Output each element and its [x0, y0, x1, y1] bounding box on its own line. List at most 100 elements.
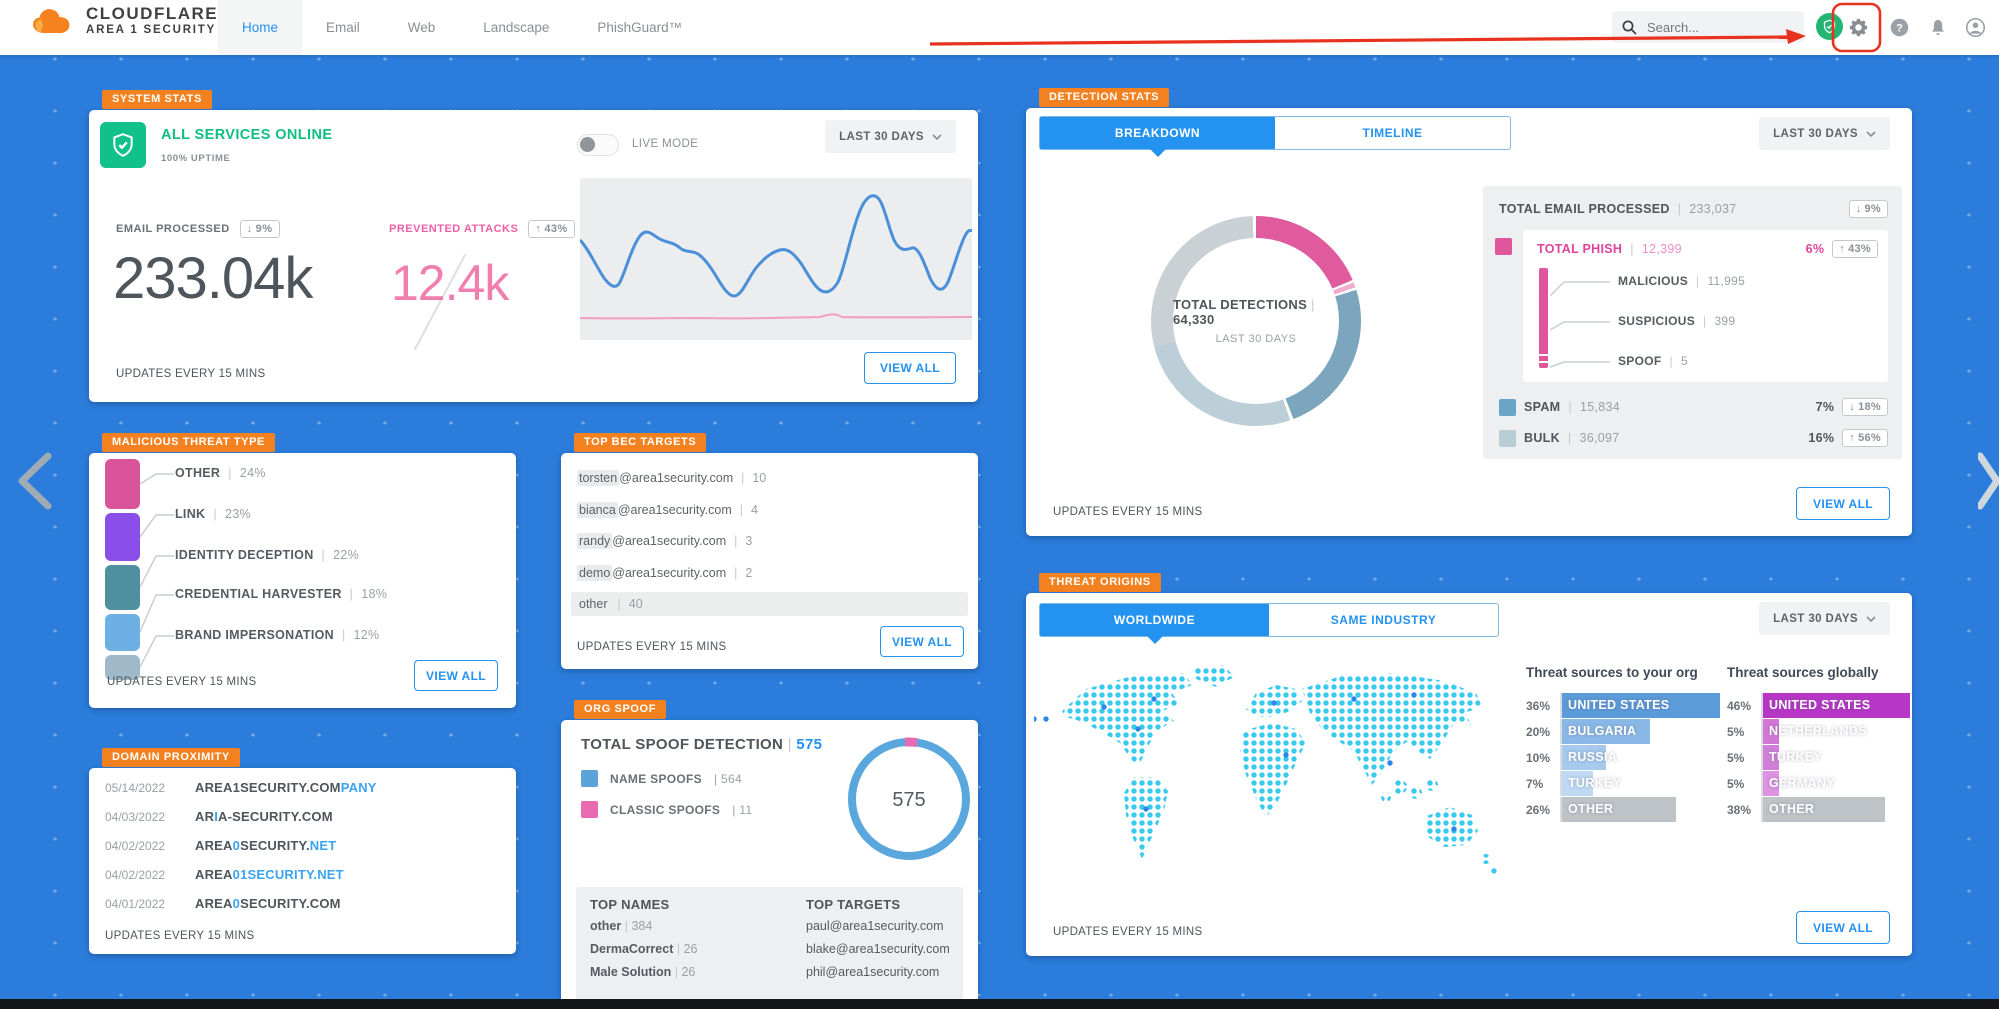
text: other [590, 919, 622, 933]
chevron-down-icon [1866, 615, 1876, 622]
range-dropdown[interactable]: LAST 30 DAYS [1759, 602, 1890, 635]
text: MALICIOUS [1618, 274, 1689, 288]
nav-item-email[interactable]: Email [326, 20, 360, 35]
view-all-button[interactable]: VIEW ALL [414, 660, 498, 691]
text: 10 [752, 471, 767, 485]
search-box[interactable] [1612, 11, 1804, 43]
text: AREA [195, 838, 233, 853]
toggle-knob [580, 137, 595, 152]
view-all-button[interactable]: VIEW ALL [864, 352, 956, 384]
detections-donut-chart: TOTAL DETECTIONS | 64,330 LAST 30 DAYS [1151, 216, 1361, 426]
total-phish-row: TOTAL PHISH | 12,399 6% ↑ 43% [1537, 240, 1878, 258]
text: SPAM [1524, 400, 1561, 414]
text: 56% [1858, 432, 1881, 444]
tab-breakdown[interactable]: BREAKDOWN [1040, 117, 1275, 157]
carousel-prev-button[interactable] [12, 450, 58, 512]
view-all-button[interactable]: VIEW ALL [880, 626, 964, 657]
threat-type-bar-segment [105, 459, 140, 509]
text: | [621, 919, 632, 933]
view-all-button[interactable]: VIEW ALL [1796, 487, 1890, 520]
notifications-button[interactable] [1925, 14, 1951, 40]
text: | [617, 597, 621, 611]
text: DermaCorrect [590, 942, 674, 956]
settings-button[interactable] [1845, 14, 1871, 40]
nav-item-web[interactable]: Web [407, 20, 436, 35]
view-all-button[interactable]: VIEW ALL [1796, 911, 1890, 944]
tab-sameindustry[interactable]: SAME INDUSTRY [1330, 613, 1437, 627]
global-threat-sources-list: 46% UNITED STATES 5% NETHERLANDS 5% TURKEY 5% G… [1727, 693, 1927, 823]
threat-source-row: 20% BULGARIA [1526, 719, 1726, 744]
text: 36,097 [1579, 431, 1620, 445]
spoof-total-title: TOTAL SPOOF DETECTION | 575 [581, 736, 823, 753]
threat-source-bar: RUSSIA [1562, 745, 1617, 770]
nav-item-phishguard[interactable]: PhishGuard™ [597, 20, 683, 35]
delta-chip: ↓ 9% [1848, 200, 1888, 218]
carousel-next-button[interactable] [1978, 450, 1999, 512]
account-button[interactable] [1962, 14, 1988, 40]
text: BULK [1524, 431, 1560, 445]
text: 11,995 [1707, 274, 1746, 288]
bar-track: OTHER [1560, 797, 1726, 822]
text: | [673, 942, 684, 956]
text: 40 [628, 597, 643, 611]
question-icon: ? [1890, 18, 1908, 36]
bec-target-row: demo @area1security.com | 2 [571, 561, 968, 585]
text: 23% [224, 507, 251, 521]
nav-item-home[interactable]: Home [218, 0, 303, 55]
threat-source-row: 7% TURKEY [1526, 771, 1726, 796]
connector-lines [1550, 281, 1610, 368]
text: 12% [353, 628, 380, 642]
range-dropdown[interactable]: LAST 30 DAYS [825, 120, 956, 153]
updates-label: UPDATES EVERY 15 MINS [1053, 926, 1203, 938]
bar-track: OTHER [1761, 797, 1927, 822]
delta-value: 9% [255, 223, 273, 235]
row-pct: 6% [1805, 242, 1825, 256]
text: | [671, 965, 682, 979]
text: | [1669, 354, 1673, 368]
row-label: TOTAL EMAIL PROCESSED [1499, 202, 1670, 216]
domain-date: 04/02/2022 [105, 867, 166, 882]
text: 3 [745, 534, 753, 548]
threat-source-bar: NETHERLANDS [1763, 719, 1866, 744]
text: CREDENTIAL HARVESTER [175, 587, 342, 601]
live-mode-toggle[interactable] [577, 134, 619, 156]
brand-line1: CLOUDFLARE [86, 4, 219, 24]
help-button[interactable]: ? [1886, 14, 1912, 40]
bar-track: NETHERLANDS [1761, 719, 1927, 744]
bec-target-email: randy @area1security.com [577, 533, 726, 549]
threat-source-bar: GERMANY [1763, 771, 1835, 796]
row-label: TOTAL PHISH [1537, 242, 1623, 256]
phish-sub-row: SUSPICIOUS | 399 [1618, 314, 1735, 328]
threat-type-row: BRAND IMPERSONATION | 12% [175, 628, 379, 642]
text: Male Solution [590, 965, 672, 979]
donut-center: TOTAL DETECTIONS | 64,330 LAST 30 DAYS [1173, 238, 1339, 404]
bar-track: BULGARIA [1560, 719, 1726, 744]
phish-mini-bar [1539, 268, 1548, 368]
detection-row-spam: SPAM | 15,834 7% ↓ 18% [1499, 398, 1888, 416]
text: 0 [232, 896, 241, 911]
spoof-legend-row: NAME SPOOFS | 564 [581, 770, 742, 787]
brand-text: CLOUDFLARE AREA 1 SECURITY [86, 5, 218, 36]
delta-arrow: ↓ [246, 223, 253, 235]
top-name-row: DermaCorrect | 26 [590, 942, 697, 956]
bec-target-email: torsten @area1security.com [577, 470, 733, 486]
connector-lines [140, 473, 174, 668]
org-threat-sources-list: 36% UNITED STATES 20% BULGARIA 10% RUSSIA 7% TU… [1526, 693, 1726, 823]
search-input[interactable] [1645, 18, 1789, 36]
brand-logo[interactable]: CLOUDFLARE AREA 1 SECURITY [30, 5, 218, 37]
cloudflare-cloud-icon [33, 9, 70, 33]
updates-label: UPDATES EVERY 15 MINS [105, 930, 255, 942]
protection-status-badge[interactable] [1816, 13, 1843, 40]
system-stats-badge: SYSTEM STATS [102, 90, 212, 109]
text: AR [195, 809, 215, 824]
text: | [321, 548, 326, 562]
nav-item-landscape[interactable]: Landscape [483, 20, 550, 35]
tab-timeline[interactable]: TIMELINE [1362, 126, 1423, 140]
live-mode-label: LIVE MODE [632, 138, 699, 150]
tab-worldwide[interactable]: WORLDWIDE [1040, 604, 1269, 644]
threat-source-row: 5% GERMANY [1727, 771, 1927, 796]
delta-arrow: ↑ [535, 223, 542, 235]
text: SPOOF [1618, 354, 1662, 368]
threat-type-bar-segment [105, 565, 140, 610]
range-dropdown[interactable]: LAST 30 DAYS [1759, 117, 1890, 150]
